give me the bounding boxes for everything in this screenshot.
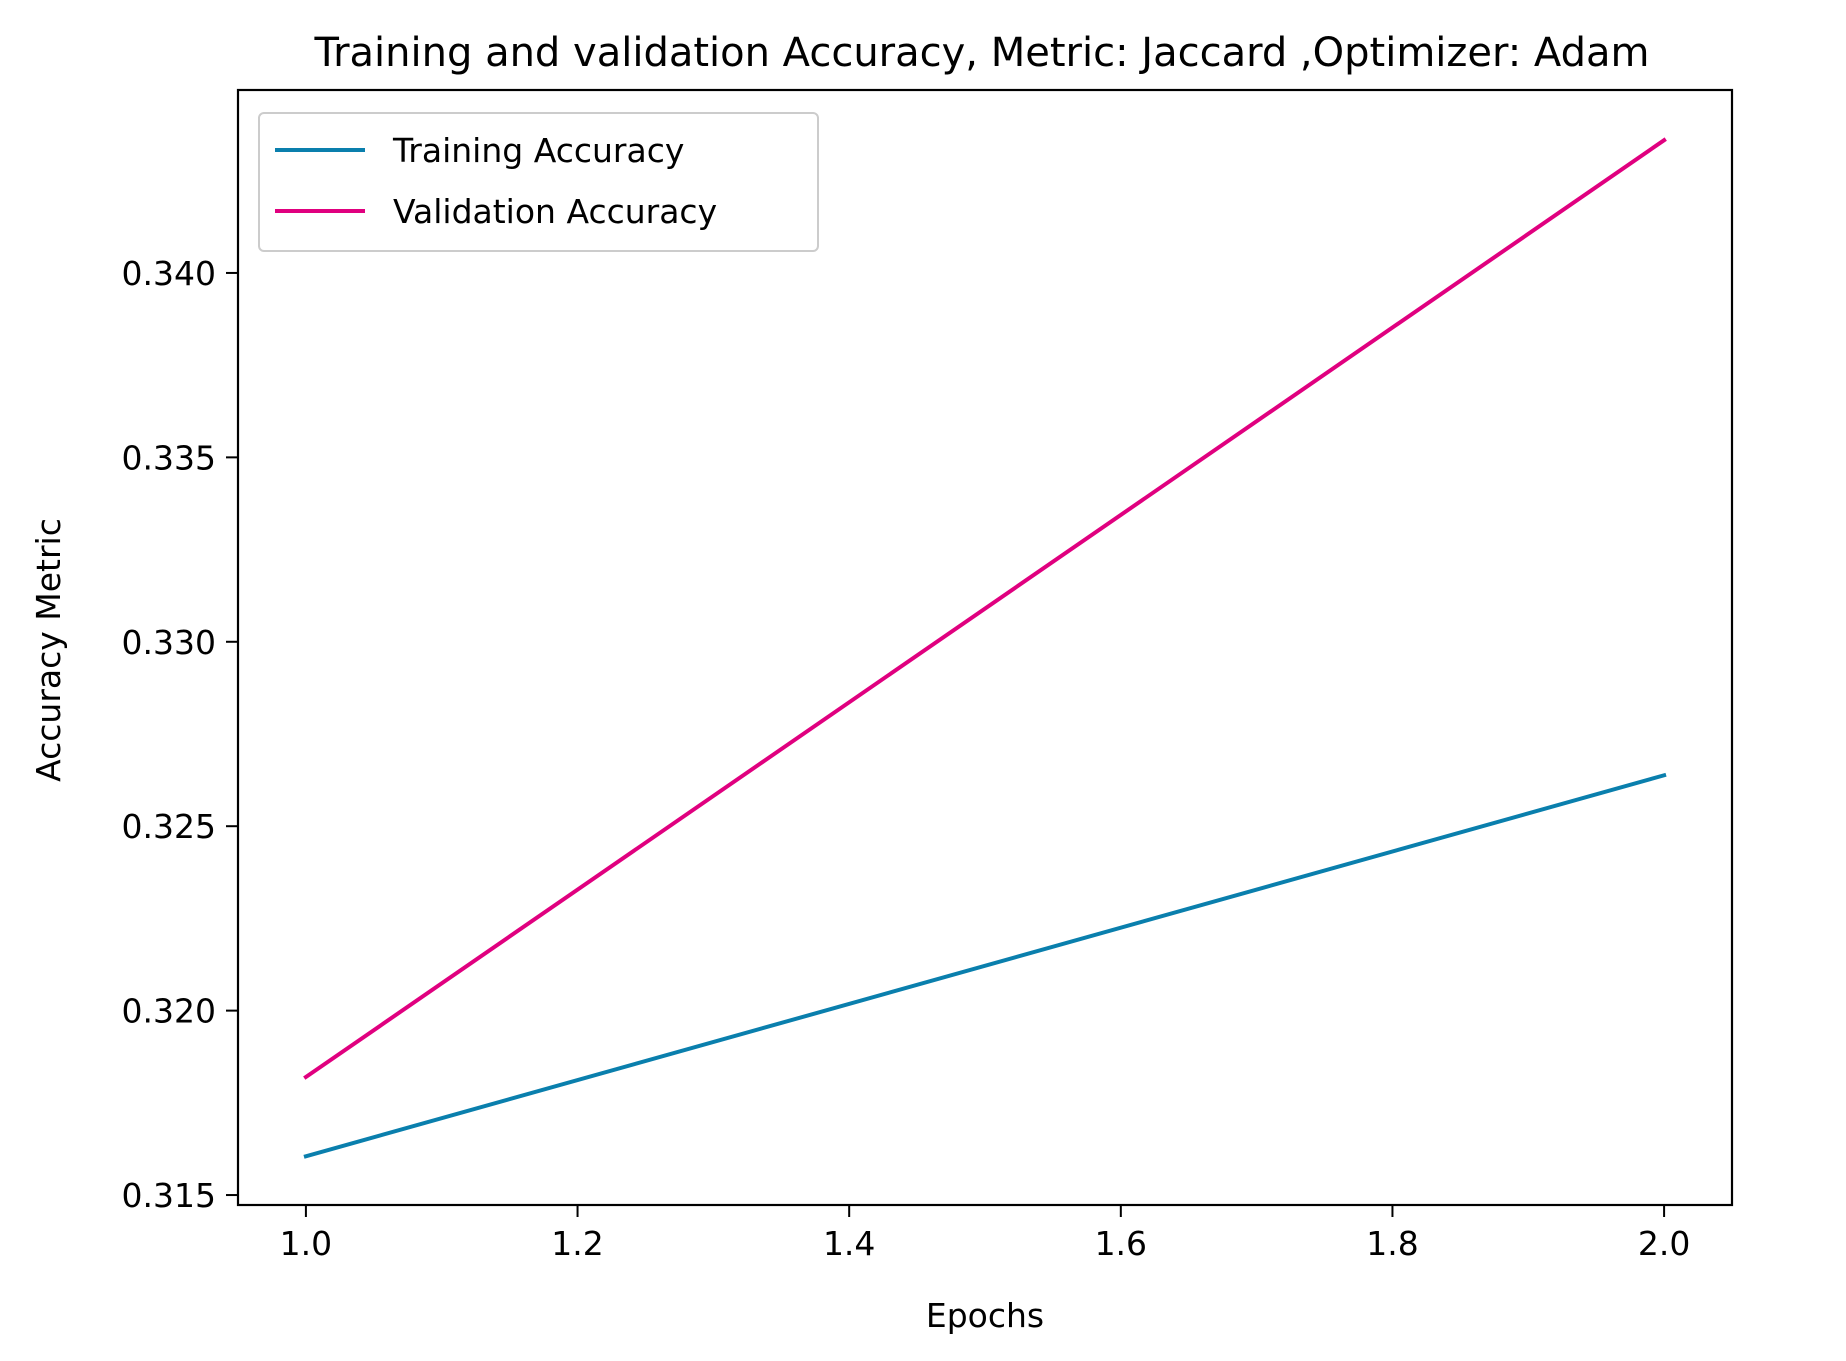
series-line-training-accuracy	[303, 772, 1667, 1159]
x-tick-label: 1.8	[1366, 1224, 1418, 1263]
y-tick-label: 0.325	[122, 807, 216, 846]
x-tick-label: 1.0	[280, 1224, 332, 1263]
y-axis-label: Accuracy Metric	[29, 518, 68, 782]
x-tick-label: 1.2	[551, 1224, 603, 1263]
series-line-validation-accuracy	[303, 137, 1667, 1080]
legend-label-validation-accuracy: Validation Accuracy	[393, 192, 717, 231]
plot-marks	[303, 137, 1667, 1159]
x-tick-label: 1.4	[823, 1224, 875, 1263]
x-tick-label: 1.6	[1095, 1224, 1147, 1263]
y-tick-label: 0.315	[122, 1176, 216, 1215]
legend-box	[258, 112, 819, 252]
plot-frame	[236, 88, 1734, 1207]
legend: Training Accuracy Validation Accuracy	[258, 112, 819, 252]
x-axis-label: Epochs	[926, 1296, 1044, 1335]
y-tick-label: 0.340	[122, 254, 216, 293]
y-tick-label: 0.330	[122, 623, 216, 662]
chart-title: Training and validation Accuracy, Metric…	[314, 30, 1650, 76]
y-tick-label: 0.335	[122, 438, 216, 477]
legend-label-training-accuracy: Training Accuracy	[392, 131, 684, 170]
x-tick-label: 2.0	[1638, 1224, 1690, 1263]
y-tick-label: 0.320	[122, 992, 216, 1031]
axis-ticks: 1.0 1.2 1.4 1.6 1.8 2.0 0.315 0.320 0.325 0.330 0.…	[122, 254, 1691, 1263]
